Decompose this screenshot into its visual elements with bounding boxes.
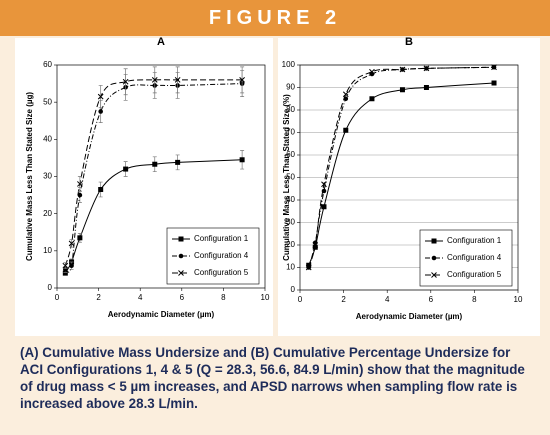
y-tick-label: 10 (43, 246, 52, 255)
y-tick-label: 70 (286, 128, 295, 137)
caption: (A) Cumulative Mass Undersize and (B) Cu… (20, 345, 525, 411)
y-tick-label: 0 (291, 285, 296, 294)
marker (77, 192, 83, 198)
marker (77, 235, 83, 241)
legend-label: Configuration 5 (194, 268, 249, 277)
y-tick-label: 20 (286, 240, 295, 249)
y-tick-label: 0 (48, 283, 53, 292)
marker (77, 181, 83, 187)
y-tick-label: 10 (286, 263, 295, 272)
marker (63, 267, 68, 272)
series-line (64, 79, 243, 266)
figure-header: FIGURE 2 (0, 0, 550, 36)
marker (62, 270, 68, 276)
marker (431, 272, 437, 278)
x-tick-label: 0 (55, 293, 60, 302)
panel-b-background (278, 38, 540, 336)
y-tick-label: 30 (286, 218, 295, 227)
legend-label: Configuration 1 (194, 234, 249, 243)
marker (239, 77, 245, 83)
marker (178, 236, 184, 242)
x-axis-label: Aerodynamic Diameter (µm) (356, 312, 463, 321)
y-axis-label: Cumulative Mass Less Than Stated Size (µ… (25, 92, 34, 261)
x-axis-label: Aerodynamic Diameter (µm) (108, 310, 215, 319)
legend-label: Configuration 5 (447, 270, 502, 279)
marker (431, 238, 437, 244)
x-tick-label: 4 (385, 295, 390, 304)
y-tick-label: 40 (43, 134, 52, 143)
marker (69, 263, 74, 269)
marker (178, 270, 184, 276)
y-tick-label: 90 (286, 83, 295, 92)
marker (97, 93, 104, 100)
y-tick-label: 100 (282, 60, 296, 69)
marker (399, 66, 406, 73)
marker (312, 242, 319, 248)
marker (174, 77, 181, 83)
x-tick-label: 0 (298, 295, 303, 304)
x-tick-label: 2 (341, 295, 346, 304)
y-tick-label: 60 (43, 60, 52, 69)
marker (175, 159, 181, 165)
marker (431, 255, 437, 261)
marker (343, 127, 349, 133)
x-tick-label: 4 (138, 293, 143, 302)
y-axis-label: Cumulative Mass Less Than Stated Size (%… (282, 94, 291, 261)
legend-label: Configuration 1 (447, 236, 502, 245)
marker (321, 181, 327, 188)
marker (305, 264, 312, 271)
marker (423, 65, 430, 72)
plot-frame (299, 64, 519, 291)
marker (491, 64, 497, 71)
marker (423, 85, 429, 90)
marker (369, 68, 375, 75)
marker (122, 78, 129, 85)
marker (151, 77, 158, 83)
chart-title: B (405, 36, 413, 48)
x-tick-label: 8 (221, 293, 226, 302)
x-tick-label: 6 (180, 293, 185, 302)
marker (491, 80, 497, 86)
x-tick-label: 10 (261, 293, 270, 302)
legend-label: Configuration 4 (447, 253, 502, 262)
marker (98, 187, 104, 193)
y-tick-label: 80 (286, 105, 295, 114)
marker (152, 161, 158, 167)
marker (123, 166, 129, 172)
series-line (308, 66, 495, 268)
plot-frame (56, 64, 266, 289)
x-tick-label: 6 (429, 295, 434, 304)
marker (68, 240, 75, 247)
marker (62, 262, 69, 269)
y-tick-label: 50 (43, 97, 52, 106)
legend-label: Configuration 4 (194, 251, 249, 260)
x-tick-label: 10 (514, 295, 523, 304)
panel-a-background (15, 38, 273, 336)
y-tick-label: 30 (43, 172, 52, 181)
marker (369, 96, 375, 102)
marker (98, 109, 103, 114)
marker (342, 91, 349, 98)
chart-title: A (157, 36, 165, 48)
marker (239, 157, 245, 163)
y-tick-label: 20 (43, 209, 52, 218)
marker (399, 87, 405, 93)
marker (321, 204, 327, 210)
x-tick-label: 2 (96, 293, 101, 302)
marker (178, 253, 184, 259)
y-tick-label: 40 (286, 195, 295, 204)
y-tick-label: 50 (286, 173, 295, 182)
x-tick-label: 8 (472, 295, 477, 304)
y-tick-label: 60 (286, 150, 295, 159)
